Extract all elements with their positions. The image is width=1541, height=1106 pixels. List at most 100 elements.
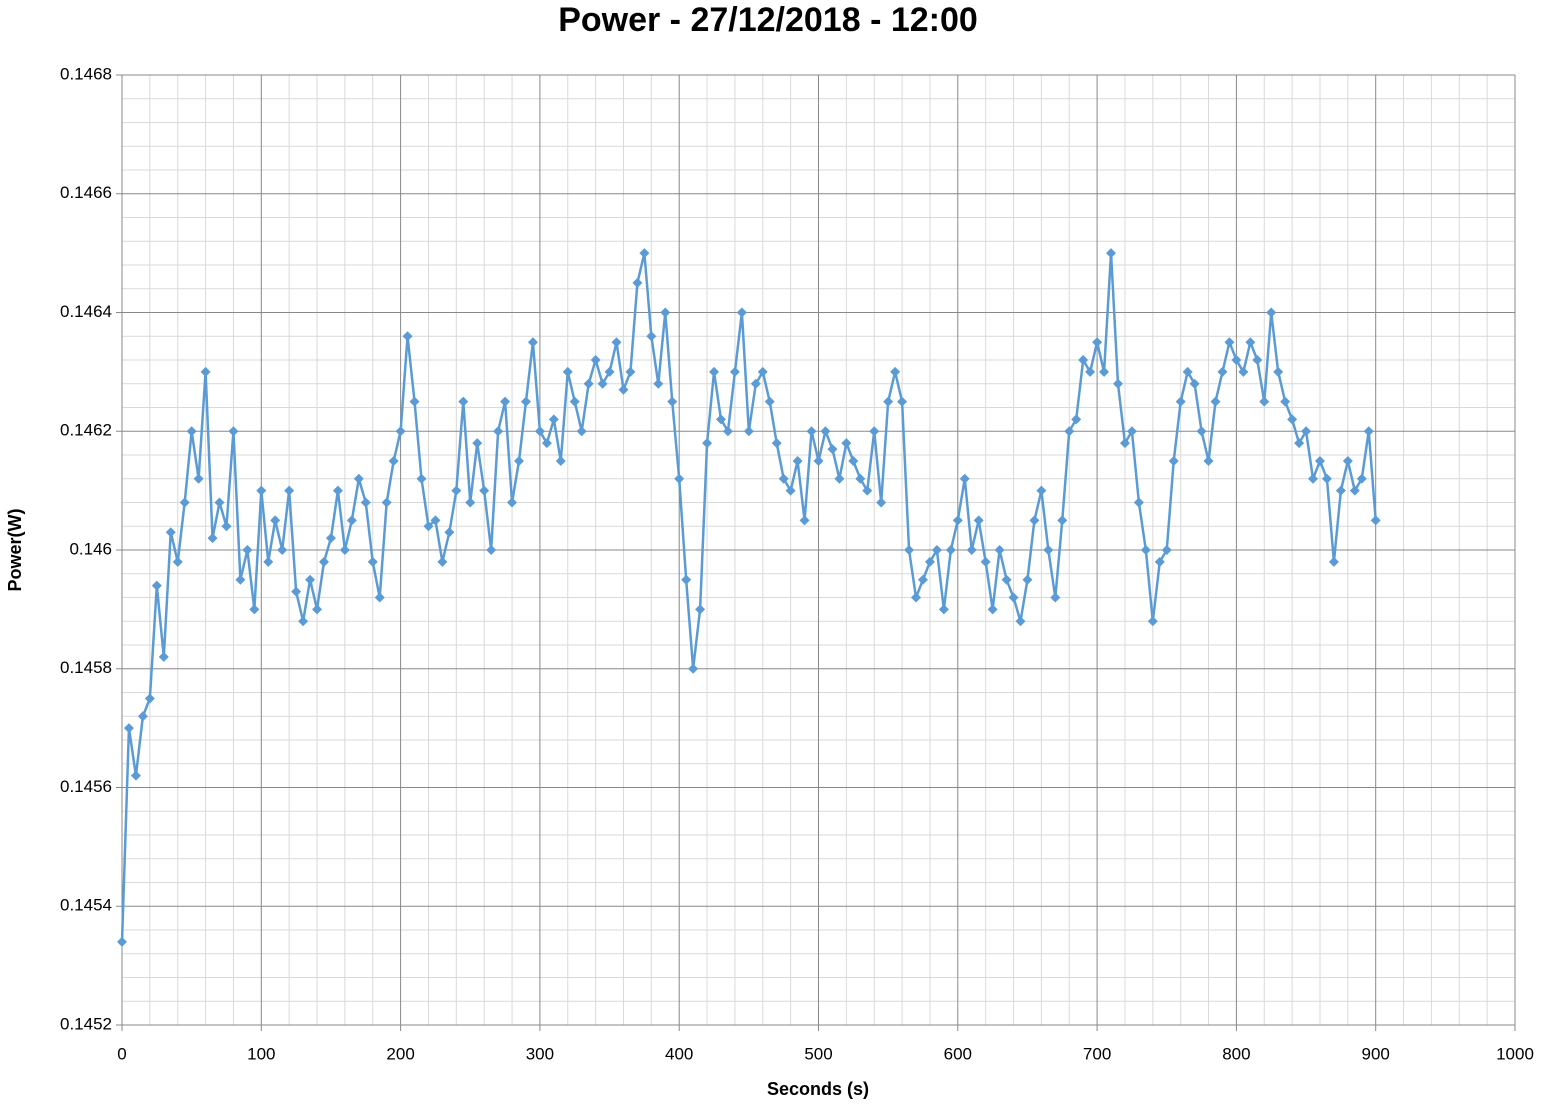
data-point — [312, 604, 323, 615]
data-point — [904, 545, 915, 555]
data-point — [458, 396, 469, 407]
data-point — [367, 556, 378, 567]
data-point — [702, 438, 713, 449]
data-point — [1133, 497, 1144, 508]
y-tick-label: 0.1468 — [60, 64, 112, 83]
data-point — [653, 378, 664, 389]
data-point — [221, 521, 232, 532]
data-point — [1043, 545, 1054, 555]
data-point — [695, 604, 706, 615]
data-point — [1161, 545, 1172, 555]
data-point — [771, 438, 782, 449]
data-point — [924, 556, 935, 567]
data-point — [917, 574, 928, 585]
data-point — [137, 711, 148, 722]
data-point — [123, 723, 134, 734]
data-point — [674, 473, 685, 484]
x-axis-title: Seconds (s) — [767, 1079, 869, 1099]
data-point — [325, 533, 336, 544]
data-point — [165, 527, 176, 538]
y-tick-label: 0.1466 — [60, 183, 112, 202]
data-point — [952, 515, 963, 526]
data-point — [270, 515, 281, 526]
data-point — [346, 515, 357, 526]
data-point — [883, 396, 894, 407]
data-point — [507, 497, 518, 508]
data-point — [911, 592, 922, 603]
data-point — [736, 307, 747, 318]
data-point — [834, 473, 845, 484]
data-point — [235, 574, 246, 585]
data-point — [590, 355, 601, 365]
data-point — [729, 366, 740, 377]
data-point — [604, 366, 615, 377]
data-point — [256, 485, 267, 496]
x-tick-label: 300 — [526, 1044, 554, 1063]
data-point — [897, 396, 908, 407]
x-tick-label: 200 — [386, 1044, 414, 1063]
x-tick-label: 1000 — [1496, 1044, 1534, 1063]
y-tick-label: 0.1458 — [60, 658, 112, 677]
data-point — [409, 396, 420, 407]
data-point — [576, 426, 587, 437]
data-point — [1238, 366, 1249, 377]
data-point — [172, 556, 183, 567]
data-point — [722, 426, 733, 437]
data-point — [144, 693, 155, 704]
data-point — [1294, 438, 1305, 449]
y-tick-label: 0.1452 — [60, 1014, 112, 1033]
data-point — [1203, 455, 1214, 466]
data-point — [806, 426, 817, 437]
data-point — [430, 515, 441, 526]
data-point — [855, 473, 866, 484]
data-point — [931, 545, 942, 555]
data-point — [980, 556, 991, 567]
data-point — [479, 485, 490, 496]
y-tick-label: 0.1456 — [60, 777, 112, 796]
data-point — [1078, 355, 1089, 365]
data-point — [681, 574, 692, 585]
data-point — [263, 556, 274, 567]
data-point — [715, 414, 726, 425]
data-point — [451, 485, 462, 496]
data-point — [291, 586, 302, 597]
data-point — [520, 396, 531, 407]
data-point — [555, 455, 566, 466]
data-point — [764, 396, 775, 407]
data-point — [1168, 455, 1179, 466]
data-point — [1335, 485, 1346, 496]
data-point — [117, 936, 127, 947]
data-point — [298, 616, 309, 627]
data-point — [207, 533, 218, 544]
data-point — [1266, 307, 1277, 318]
data-point — [1308, 473, 1319, 484]
data-point — [402, 331, 413, 342]
data-point — [1217, 366, 1228, 377]
data-point — [444, 527, 455, 538]
data-point — [1231, 355, 1242, 365]
data-point — [639, 248, 650, 259]
data-point — [959, 473, 970, 484]
data-point — [1356, 473, 1367, 484]
data-point — [709, 366, 720, 377]
data-point — [486, 545, 497, 555]
data-point — [799, 515, 810, 526]
data-point — [1147, 616, 1158, 627]
data-point — [249, 604, 260, 615]
data-point — [841, 438, 852, 449]
y-axis-title: Power(W) — [5, 508, 25, 591]
data-point — [277, 545, 288, 555]
x-tick-label: 600 — [944, 1044, 972, 1063]
data-point — [514, 455, 525, 466]
data-point — [1363, 426, 1374, 437]
data-point — [353, 473, 364, 484]
data-point — [541, 438, 552, 449]
data-point — [1252, 355, 1263, 365]
data-point — [1175, 396, 1186, 407]
data-point — [1008, 592, 1019, 603]
data-point — [1287, 414, 1298, 425]
data-point — [193, 473, 204, 484]
x-tick-label: 100 — [247, 1044, 275, 1063]
data-point — [305, 574, 316, 585]
x-tick-label: 400 — [665, 1044, 693, 1063]
